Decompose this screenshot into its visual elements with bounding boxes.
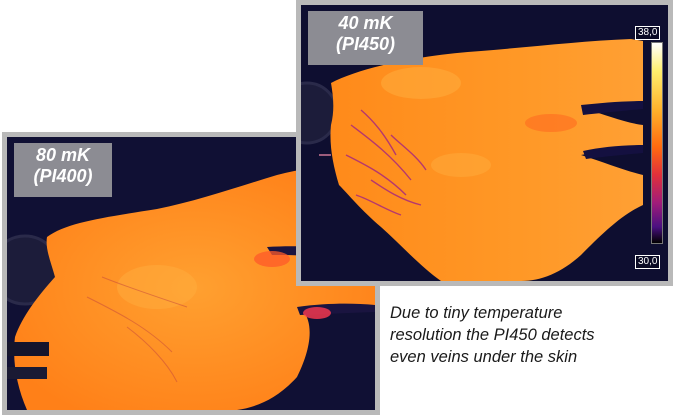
sensitivity-label: 40 mK — [338, 13, 393, 33]
thermal-image-pi450: 40 mK (PI450) 38,0 30,0 — [296, 0, 673, 286]
model-label: (PI450) — [335, 34, 396, 54]
sensitivity-label: 80 mK — [35, 145, 91, 165]
model-label: (PI400) — [33, 166, 93, 186]
sensitivity-badge-pi450: 40 mK (PI450) — [308, 11, 423, 65]
caption-line-1: Due to tiny temperature — [390, 304, 563, 322]
caption-line-2: resolution the PI450 detects — [390, 326, 595, 344]
caption-line-3: even veins under the skin — [390, 348, 578, 366]
temperature-scale-max: 38,0 — [635, 26, 661, 40]
temperature-scale-min: 30,0 — [635, 255, 661, 269]
sensitivity-badge-pi400: 80 mK (PI400) — [14, 143, 112, 197]
temperature-color-scale — [651, 42, 663, 244]
caption-text: Due to tiny temperature resolution the P… — [390, 302, 672, 368]
